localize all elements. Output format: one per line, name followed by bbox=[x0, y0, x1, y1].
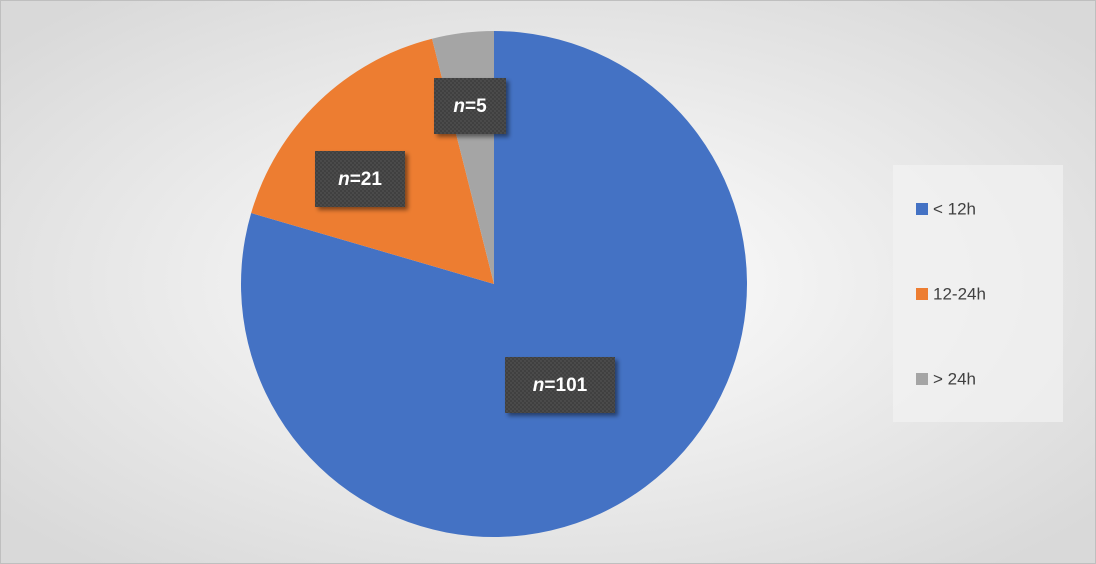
legend-swatch bbox=[916, 203, 928, 215]
legend-label: > 24h bbox=[933, 369, 976, 388]
legend-swatch bbox=[916, 288, 928, 300]
data-label: n=101 bbox=[533, 375, 588, 396]
legend-label: < 12h bbox=[933, 199, 976, 218]
data-label-box bbox=[505, 357, 615, 413]
pie-slice bbox=[240, 31, 747, 538]
data-label-box bbox=[434, 78, 506, 134]
data-label-box bbox=[315, 151, 405, 207]
data-label: n=21 bbox=[338, 169, 382, 190]
legend-swatch bbox=[916, 373, 928, 385]
data-label: n=5 bbox=[453, 96, 487, 117]
legend-label: 12-24h bbox=[933, 284, 986, 303]
